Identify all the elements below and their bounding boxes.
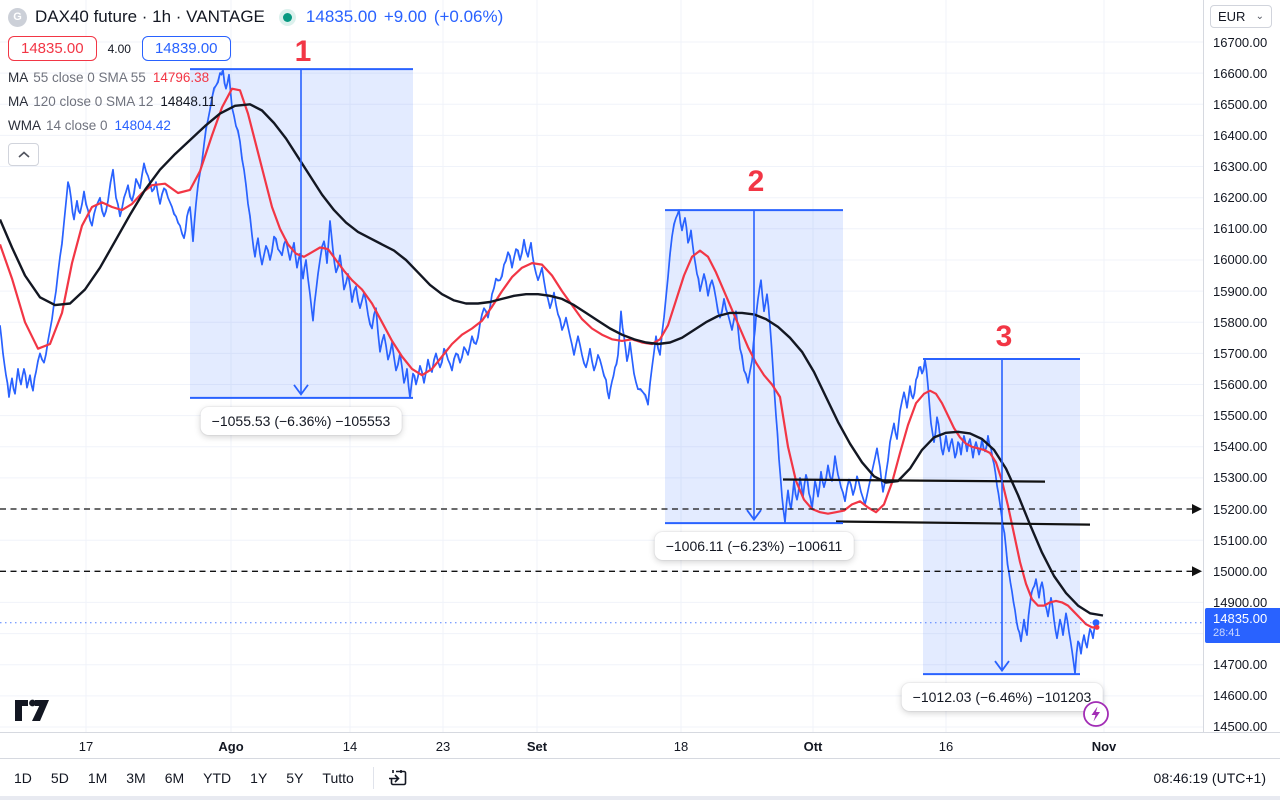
price-axis-label: 14500.00 [1213, 719, 1268, 735]
calendar-goto-icon [388, 770, 407, 786]
time-axis-label-18: 18 [673, 739, 689, 754]
range-button-tutto[interactable]: Tutto [322, 769, 354, 786]
last-price-group: 14835.00 +9.00 (+0.06%) [306, 7, 503, 27]
price-axis[interactable]: EUR ⌄ 16700.00 16600.00 16500.00 16400.00 16… [1203, 0, 1280, 758]
price-axis-label: 15500.00 [1213, 408, 1268, 424]
range-button-1y[interactable]: 1Y [250, 769, 268, 786]
price-axis-label: 16400.00 [1213, 127, 1268, 143]
badge-price: 14835.00 [1213, 611, 1268, 627]
time-axis-label-17: 17 [78, 739, 94, 754]
tradingview-logo-icon [15, 699, 49, 721]
time-axis-label-nov: Nov [1091, 739, 1117, 754]
lightning-bolt-icon [1083, 701, 1109, 727]
indicator-value: 14796.38 [152, 70, 210, 85]
trendline-2[interactable] [835, 520, 1091, 526]
indicator-name: MA [8, 94, 29, 109]
tradingview-logo[interactable] [14, 699, 50, 727]
chart-canvas[interactable]: 1 −1055.53 (−6.36%) −105553 2 −1006.11 (−6.… [0, 0, 1203, 732]
price-axis-label: 15000.00 [1213, 563, 1268, 579]
date-range-buttons: 1D 5D 1M 3M 6M YTD 1Y 5Y Tutto [14, 770, 373, 786]
toolbar-divider [372, 766, 374, 789]
price-axis-label: 14700.00 [1213, 657, 1268, 673]
chart-legend: G DAX40 future · 1h · VANTAGE 14835.00 +… [8, 6, 503, 166]
bid-button[interactable]: 14835.00 [8, 36, 97, 61]
symbol-row[interactable]: G DAX40 future · 1h · VANTAGE 14835.00 +… [8, 6, 503, 28]
price-axis-label: 14600.00 [1213, 688, 1268, 704]
time-axis-label-16: 16 [938, 739, 954, 754]
range-button-3m[interactable]: 3M [126, 769, 146, 786]
time-axis-label-ott: Ott [803, 739, 823, 754]
flash-order-icon[interactable] [1082, 700, 1110, 733]
price-chart[interactable] [0, 0, 1203, 732]
indicator-params: 120 close 0 SMA 12 [33, 94, 154, 109]
market-status-icon [282, 12, 292, 22]
price-axis-label: 15800.00 [1213, 314, 1268, 330]
bottom-scroll-strip [0, 796, 1280, 800]
range-button-1m[interactable]: 1M [87, 769, 108, 786]
dashed-hline-arrow-icon [1192, 504, 1202, 515]
price-axis-label: 15200.00 [1213, 501, 1268, 517]
currency-dropdown[interactable]: EUR ⌄ [1210, 5, 1272, 28]
time-axis-label-14: 14 [342, 739, 358, 754]
measure-arrowhead-icon-2 [746, 509, 762, 522]
price-axis-label: 15300.00 [1213, 470, 1268, 486]
range-button-1d[interactable]: 1D [14, 769, 32, 786]
time-axis-label-ago: Ago [218, 739, 244, 754]
price-change: +9.00 [383, 7, 427, 26]
price-axis-label: 16500.00 [1213, 96, 1268, 112]
indicator-value: 14804.42 [114, 118, 171, 133]
indicator-value: 14848.11 [160, 94, 216, 109]
bottom-toolbar: 1D 5D 1M 3M 6M YTD 1Y 5Y Tutto 08:46:19 (UTC+1) [0, 758, 1280, 796]
indicator-name: WMA [8, 118, 41, 133]
price-axis-label: 16700.00 [1213, 34, 1268, 50]
session-clock[interactable]: 08:46:19 (UTC+1) [1153, 769, 1266, 786]
badge-countdown: 28:41 [1213, 627, 1241, 640]
time-axis-label-set: Set [526, 739, 548, 754]
time-axis-label-23: 23 [435, 739, 451, 754]
price-axis-label: 15700.00 [1213, 345, 1268, 361]
price-axis-label: 15600.00 [1213, 376, 1268, 392]
price-axis-label: 16000.00 [1213, 252, 1268, 268]
price-change-pct: (+0.06%) [433, 7, 504, 26]
indicator-row-ma55[interactable]: MA 55 close 0 SMA 55 14796.38 [8, 70, 503, 85]
dashed-hline-arrow-icon [1192, 566, 1202, 577]
series-sma-120[interactable] [0, 103, 1104, 617]
spread-value: 4.00 [107, 41, 131, 56]
currency-label: EUR [1218, 9, 1246, 24]
chevron-up-icon [17, 150, 30, 158]
series-end-dot [1094, 624, 1100, 630]
chevron-down-icon: ⌄ [1255, 11, 1264, 22]
indicator-params: 55 close 0 SMA 55 [33, 70, 146, 85]
price-axis-label: 16200.00 [1213, 190, 1268, 206]
indicator-row-wma14[interactable]: WMA 14 close 0 14804.42 [8, 118, 503, 133]
price-axis-label: 15100.00 [1213, 532, 1268, 548]
range-button-5y[interactable]: 5Y [286, 769, 304, 786]
symbol-logo-icon: G [8, 7, 27, 27]
time-axis[interactable]: 17 Ago 14 23 Set 18 Ott 16 Nov [0, 732, 1280, 759]
goto-date-button[interactable] [387, 767, 408, 788]
series-end-dot [1092, 619, 1100, 627]
price-axis-label: 16300.00 [1213, 159, 1268, 175]
last-price: 14835.00 [305, 7, 377, 26]
legend-collapse-button[interactable] [8, 143, 39, 166]
range-button-5d[interactable]: 5D [50, 769, 69, 786]
symbol-title[interactable]: DAX40 future · 1h · VANTAGE [35, 7, 265, 26]
range-button-ytd[interactable]: YTD [203, 769, 232, 786]
price-axis-label: 15900.00 [1213, 283, 1268, 299]
price-axis-label: 15400.00 [1213, 439, 1268, 455]
measure-arrowhead-icon-3 [994, 660, 1010, 673]
measure-arrowhead-icon-1 [293, 384, 309, 396]
indicator-name: MA [8, 70, 29, 85]
price-axis-label: 14900.00 [1213, 594, 1268, 610]
indicator-params: 14 close 0 [46, 118, 108, 133]
bid-ask-row: 14835.00 4.00 14839.00 [8, 36, 503, 61]
price-axis-label: 16100.00 [1213, 221, 1268, 237]
range-button-6m[interactable]: 6M [164, 769, 185, 786]
price-axis-label: 16600.00 [1213, 65, 1268, 81]
indicator-row-ma120[interactable]: MA 120 close 0 SMA 12 14848.11 [8, 94, 503, 109]
ask-button[interactable]: 14839.00 [141, 36, 231, 61]
current-price-badge: 14835.00 28:41 [1205, 608, 1280, 644]
